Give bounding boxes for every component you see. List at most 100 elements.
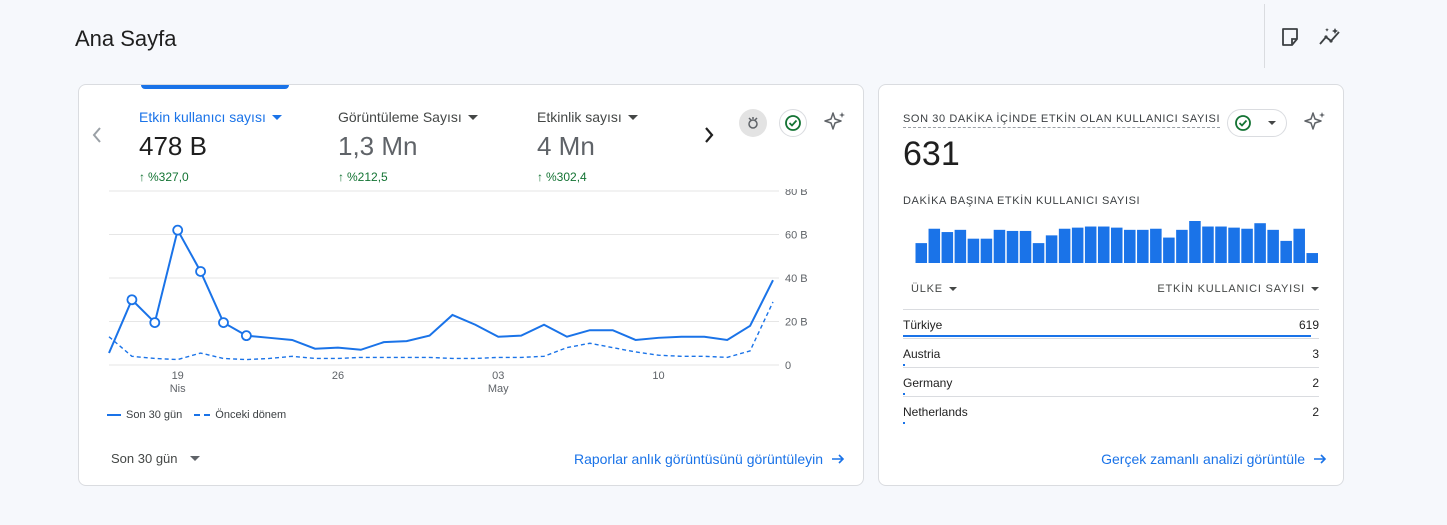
data-point[interactable] [218, 317, 229, 328]
date-range-label: Son 30 gün [111, 451, 178, 466]
country-value: 2 [1312, 405, 1319, 419]
x-tick-label: 26 [332, 370, 344, 382]
country-table: Türkiye 619 Austria 3 Germany 2 Netherlands 2 [903, 309, 1319, 425]
y-tick-label: 80 B [785, 189, 808, 198]
users-column-header[interactable]: ETKİN KULLANICI SAYISI [1157, 283, 1319, 295]
minute-bar[interactable] [1045, 235, 1058, 263]
x-tick-month-label: Nis [170, 383, 186, 395]
note-icon[interactable] [1279, 26, 1301, 48]
country-name: Netherlands [903, 405, 968, 419]
legend-dashed-swatch [194, 414, 211, 416]
date-range-select[interactable]: Son 30 gün [111, 451, 200, 466]
chevron-left-icon[interactable] [89, 125, 105, 145]
minute-bar[interactable] [1306, 253, 1318, 263]
insights-icon[interactable] [1318, 26, 1340, 48]
country-column-header[interactable]: ÜLKE [911, 283, 957, 295]
arrow-up-icon: ↑ [537, 170, 543, 184]
minute-bar[interactable] [1241, 228, 1253, 263]
active-tab-indicator [141, 85, 289, 89]
x-tick-label: 10 [652, 370, 664, 382]
anomaly-icon[interactable] [739, 109, 767, 137]
per-minute-bar-chart [915, 221, 1318, 263]
table-row[interactable]: Austria 3 [903, 338, 1319, 367]
metric-value: 1,3 Mn [338, 131, 418, 161]
view-realtime-link[interactable]: Gerçek zamanlı analizi görüntüle [1101, 451, 1327, 467]
view-realtime-label: Gerçek zamanlı analizi görüntüle [1101, 451, 1305, 467]
minute-bar[interactable] [1189, 221, 1201, 263]
metric-change: %327,0 [148, 170, 189, 184]
table-row[interactable]: Germany 2 [903, 367, 1319, 396]
minute-bar[interactable] [941, 232, 954, 263]
x-tick-month-label: May [488, 383, 509, 395]
minute-bar[interactable] [1058, 228, 1071, 263]
minute-bar[interactable] [928, 228, 941, 263]
overview-card: Etkin kullanıcı sayısı 478 B ↑ %327,0 Gör… [78, 84, 864, 486]
minute-bar[interactable] [1019, 230, 1032, 263]
share-bar [903, 393, 905, 395]
minute-bar[interactable] [1137, 229, 1149, 263]
minute-bar[interactable] [1097, 226, 1110, 263]
minute-bar[interactable] [1150, 228, 1162, 263]
table-row[interactable]: Netherlands 2 [903, 396, 1319, 425]
sparkle-icon[interactable] [823, 110, 847, 134]
data-point[interactable] [195, 266, 206, 277]
data-point[interactable] [240, 330, 252, 342]
data-point[interactable] [126, 294, 138, 306]
per-minute-subtitle: DAKİKA BAŞINA ETKİN KULLANICI SAYISI [903, 195, 1141, 207]
country-column-label: ÜLKE [911, 283, 943, 295]
view-reports-link[interactable]: Raporlar anlık görüntüsünü görüntüleyin [574, 451, 845, 467]
minute-bar[interactable] [1293, 228, 1305, 263]
minute-bar[interactable] [1084, 226, 1097, 263]
table-row[interactable]: Türkiye 619 [903, 309, 1319, 338]
y-tick-label: 60 B [785, 230, 808, 242]
sparkle-icon[interactable] [1303, 110, 1327, 134]
minute-bar[interactable] [1228, 227, 1240, 263]
minute-bar[interactable] [1163, 237, 1175, 263]
metric-views[interactable]: Görüntüleme Sayısı 1,3 Mn ↑ %212,5 [338, 109, 478, 184]
caret-down-icon [1311, 287, 1319, 291]
caret-down-icon [271, 114, 282, 120]
chevron-right-icon[interactable] [701, 125, 717, 145]
minute-bar[interactable] [1110, 227, 1123, 263]
minute-bar[interactable] [1124, 229, 1136, 263]
caret-down-icon [1268, 121, 1276, 125]
minute-bar[interactable] [954, 229, 967, 263]
metric-events[interactable]: Etkinlik sayısı 4 Mn ↑ %302,4 [537, 109, 638, 184]
legend-previous-label: Önceki dönem [215, 409, 287, 421]
caret-down-icon [948, 287, 957, 291]
metric-change: %212,5 [347, 170, 388, 184]
metric-value: 478 B [139, 131, 207, 161]
country-name: Türkiye [903, 318, 943, 332]
minute-bar[interactable] [1006, 230, 1019, 263]
data-point[interactable] [149, 317, 161, 328]
caret-down-icon [467, 114, 478, 120]
minute-bar[interactable] [967, 238, 980, 263]
minute-bar[interactable] [1215, 226, 1227, 263]
share-bar [903, 335, 1311, 337]
page-title: Ana Sayfa [75, 26, 177, 51]
minute-bar[interactable] [980, 238, 993, 263]
x-tick-label: 19 [172, 370, 184, 382]
current-period-line [108, 227, 774, 354]
chart-legend: Son 30 gün Önceki dönem [107, 409, 286, 421]
header-separator [1264, 4, 1265, 68]
check-circle-icon[interactable] [779, 109, 807, 137]
minute-bar[interactable] [1032, 243, 1045, 263]
share-bar [903, 364, 906, 366]
country-value: 3 [1312, 347, 1319, 361]
minute-bar[interactable] [1280, 240, 1292, 263]
data-point[interactable] [172, 224, 184, 236]
minute-bar[interactable] [1071, 227, 1084, 263]
metric-active-users[interactable]: Etkin kullanıcı sayısı 478 B ↑ %327,0 [139, 109, 282, 184]
arrow-up-icon: ↑ [338, 170, 344, 184]
realtime-compare-select[interactable] [1227, 109, 1287, 137]
minute-bar[interactable] [1202, 226, 1214, 263]
minute-bar[interactable] [1267, 229, 1279, 263]
minute-bar[interactable] [915, 243, 928, 263]
minute-bar[interactable] [1254, 223, 1266, 263]
minute-bar[interactable] [993, 229, 1006, 263]
metric-label: Görüntüleme Sayısı [338, 109, 462, 125]
minute-bar[interactable] [1176, 229, 1188, 263]
country-value: 2 [1312, 376, 1319, 390]
